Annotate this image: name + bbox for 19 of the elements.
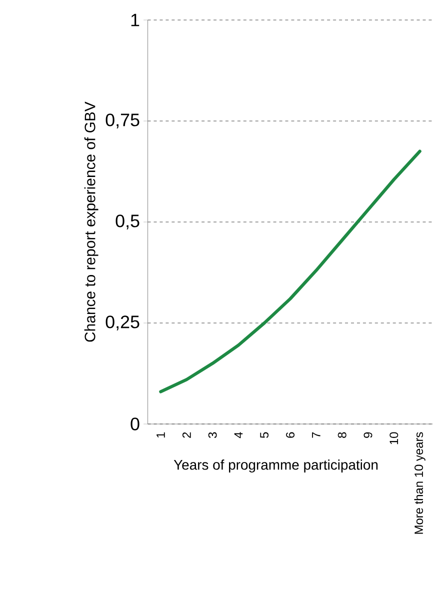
x-tick-label: 2 xyxy=(182,432,191,438)
x-axis-title: Years of programme participation xyxy=(174,460,378,473)
x-tick-label: 6 xyxy=(286,432,295,438)
y-axis-title: Chance to report experience of GBV xyxy=(84,102,98,342)
y-tick-label: 0,5 xyxy=(116,214,140,230)
y-tick-label: 0,25 xyxy=(106,316,140,330)
x-tick-label: More than 10 years xyxy=(414,432,426,534)
x-tick-label: 7 xyxy=(312,432,320,438)
y-tick-label: 0,75 xyxy=(106,114,140,128)
x-tick-label: 3 xyxy=(208,432,217,438)
x-tick-label: 4 xyxy=(234,432,243,438)
line-series xyxy=(159,150,422,394)
x-tick-label: 9 xyxy=(364,432,372,438)
x-tick-label: 10 xyxy=(390,432,398,444)
y-tick-label: 1 xyxy=(131,14,140,26)
y-tick-label: 0 xyxy=(130,418,140,430)
x-tick-label: 1 xyxy=(156,432,165,438)
x-tick-label: 8 xyxy=(338,432,346,438)
x-tick-label: 5 xyxy=(260,432,269,438)
